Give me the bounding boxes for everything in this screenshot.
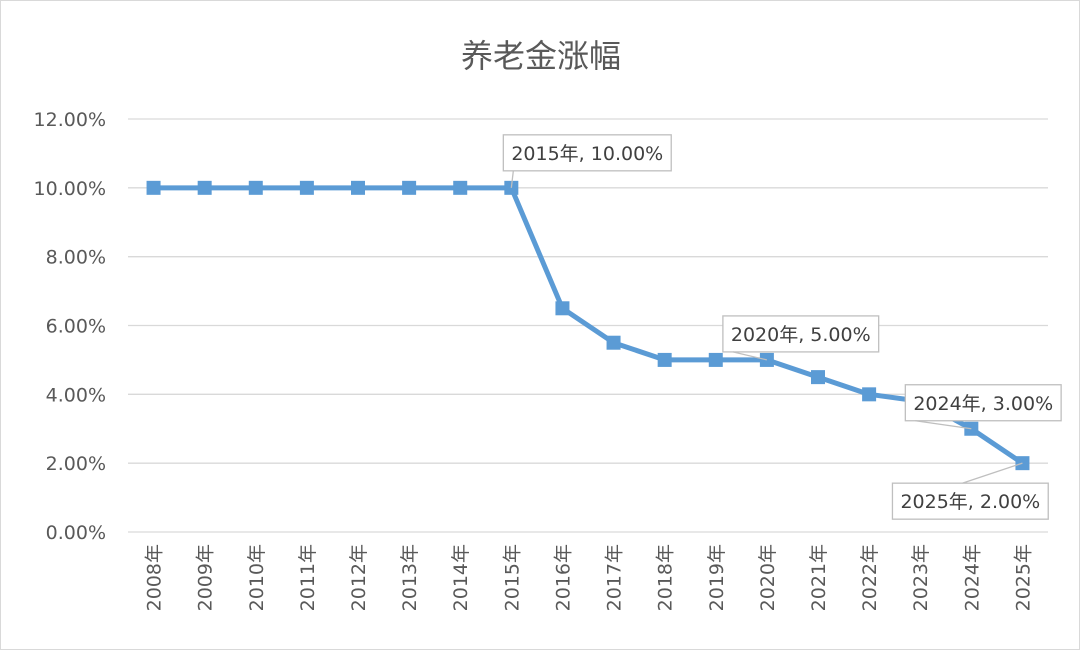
- callout-box: [891, 482, 1049, 520]
- series-line: [151, 185, 1025, 466]
- data-point: [248, 180, 263, 195]
- callout-box: [904, 384, 1062, 422]
- x-tick-label: 2015年: [501, 544, 523, 611]
- callout-leader: [732, 351, 768, 361]
- x-tick-label: 2012年: [348, 544, 370, 611]
- data-point: [197, 180, 212, 195]
- x-tick-label: 2024年: [961, 544, 983, 611]
- x-tick-label: 2021年: [808, 544, 830, 611]
- x-tick-label: 2022年: [859, 544, 881, 611]
- callout-box: [722, 315, 880, 353]
- callout-leader: [962, 462, 1023, 484]
- data-callout: 2020年, 5.00%: [722, 315, 880, 361]
- y-tick-label: 10.00%: [34, 178, 106, 200]
- x-tick-label: 2025年: [1012, 544, 1034, 611]
- y-tick-label: 2.00%: [46, 453, 106, 475]
- x-tick-label: 2016年: [552, 544, 574, 611]
- callout-leader: [510, 170, 514, 188]
- data-callout-label: 2024年, 3.00%: [913, 393, 1053, 415]
- data-callout: 2025年, 2.00%: [891, 462, 1049, 520]
- data-callout: 2015年, 10.00%: [502, 134, 672, 188]
- data-point: [299, 180, 314, 195]
- data-point: [862, 387, 877, 402]
- data-callouts: 2015年, 10.00% 2020年, 5.00% 2024年, 3.00% 202…: [502, 134, 1062, 520]
- y-tick-label: 4.00%: [46, 384, 106, 406]
- data-point: [811, 370, 825, 385]
- x-tick-label: 2010年: [246, 544, 268, 611]
- x-tick-label: 2018年: [655, 544, 677, 611]
- data-point: [453, 180, 468, 195]
- y-tick-label: 8.00%: [46, 247, 106, 269]
- x-tick-label: 2020年: [757, 544, 779, 611]
- x-tick-label: 2019年: [706, 544, 728, 611]
- x-axis-ticks: 2008年 2009年 2010年 2011年 2012年 2013年 2014年 2015年…: [144, 544, 1035, 611]
- data-point: [657, 352, 672, 367]
- data-point: [606, 335, 621, 350]
- data-callout-label: 2025年, 2.00%: [900, 491, 1040, 513]
- y-tick-label: 0.00%: [46, 522, 106, 544]
- x-tick-label: 2014年: [450, 544, 472, 611]
- y-axis-ticks: 0.00% 2.00% 4.00% 6.00% 8.00% 10.00% 12.00%: [34, 109, 106, 544]
- x-tick-label: 2011年: [297, 544, 319, 611]
- x-tick-label: 2013年: [399, 544, 421, 611]
- data-callout-label: 2015年, 10.00%: [511, 143, 663, 165]
- data-point: [402, 180, 417, 195]
- data-point: [555, 301, 570, 316]
- x-tick-label: 2023年: [910, 544, 932, 611]
- x-tick-label: 2008年: [144, 544, 166, 611]
- y-tick-label: 12.00%: [34, 109, 106, 131]
- data-point: [146, 180, 161, 195]
- x-tick-label: 2009年: [195, 544, 217, 611]
- data-point: [708, 352, 723, 367]
- y-tick-label: 6.00%: [46, 316, 106, 338]
- data-callout-label: 2020年, 5.00%: [731, 324, 871, 346]
- chart-title: 养老金涨幅: [461, 37, 621, 75]
- callout-box: [502, 134, 672, 172]
- x-tick-label: 2017年: [604, 544, 626, 611]
- data-point: [351, 180, 365, 195]
- series-layer: [146, 180, 1030, 471]
- data-callout: 2024年, 3.00%: [904, 384, 1062, 430]
- callout-leader: [915, 420, 972, 430]
